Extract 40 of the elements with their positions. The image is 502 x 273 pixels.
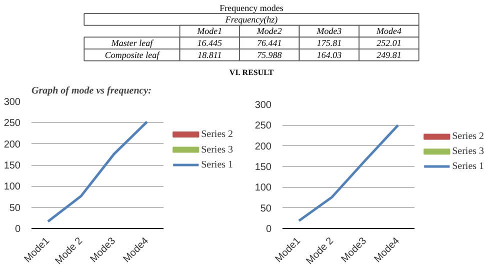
legend-label: Series 3 (201, 144, 234, 156)
y-tick-label: 0 (266, 224, 272, 235)
y-tick-label: 300 (4, 97, 21, 108)
data-label: 164.03 (316, 50, 342, 60)
x-tick-label: Mode4 (375, 26, 402, 36)
line-series (298, 124, 400, 222)
x-tick-label: Mode1 (196, 26, 222, 36)
x-tick-label: Mode3 (316, 26, 342, 36)
legend-label: Series 3 (452, 146, 484, 158)
legend-label: Series 1 (201, 160, 234, 170)
y-tick-label: 250 (4, 118, 21, 130)
y-tick-label: 250 (254, 120, 272, 132)
data-label: 252.01 (376, 38, 402, 48)
data-label: 16.445 (197, 38, 223, 48)
y-tick-label: 50 (260, 203, 272, 214)
x-tick-label: Mode2 (256, 26, 282, 36)
data-label: 18.811 (198, 50, 222, 60)
y-tick-label: 200 (4, 139, 21, 150)
y-tick-label: 100 (254, 182, 272, 194)
y-tick-label: Master leaf (110, 38, 154, 48)
y-tick-label: 150 (254, 162, 272, 173)
chart-subtitle: Frequency(hz) (224, 14, 278, 24)
line-series (46, 120, 148, 223)
data-label: 75.988 (257, 50, 282, 60)
y-tick-label: 200 (254, 141, 272, 152)
chart-title: Frequency modes (220, 3, 284, 14)
legend-label: Series 2 (201, 129, 234, 140)
y-tick-label: Composite leaf (104, 50, 161, 60)
y-tick-label: 150 (4, 160, 21, 172)
y-tick-label: 100 (4, 182, 21, 193)
data-label: 76.441 (257, 38, 282, 48)
legend-label: Series 2 (452, 131, 484, 142)
chart-title: Graph of mode vs frequency: (32, 86, 152, 96)
data-label: 175.81 (316, 38, 342, 48)
text: VI. RESULT (229, 68, 274, 78)
y-tick-label: 0 (14, 224, 21, 235)
y-tick-label: 300 (254, 100, 272, 111)
y-tick-label: 50 (9, 202, 21, 214)
legend-label: Series 1 (452, 161, 484, 172)
data-label: 249.81 (376, 50, 402, 60)
